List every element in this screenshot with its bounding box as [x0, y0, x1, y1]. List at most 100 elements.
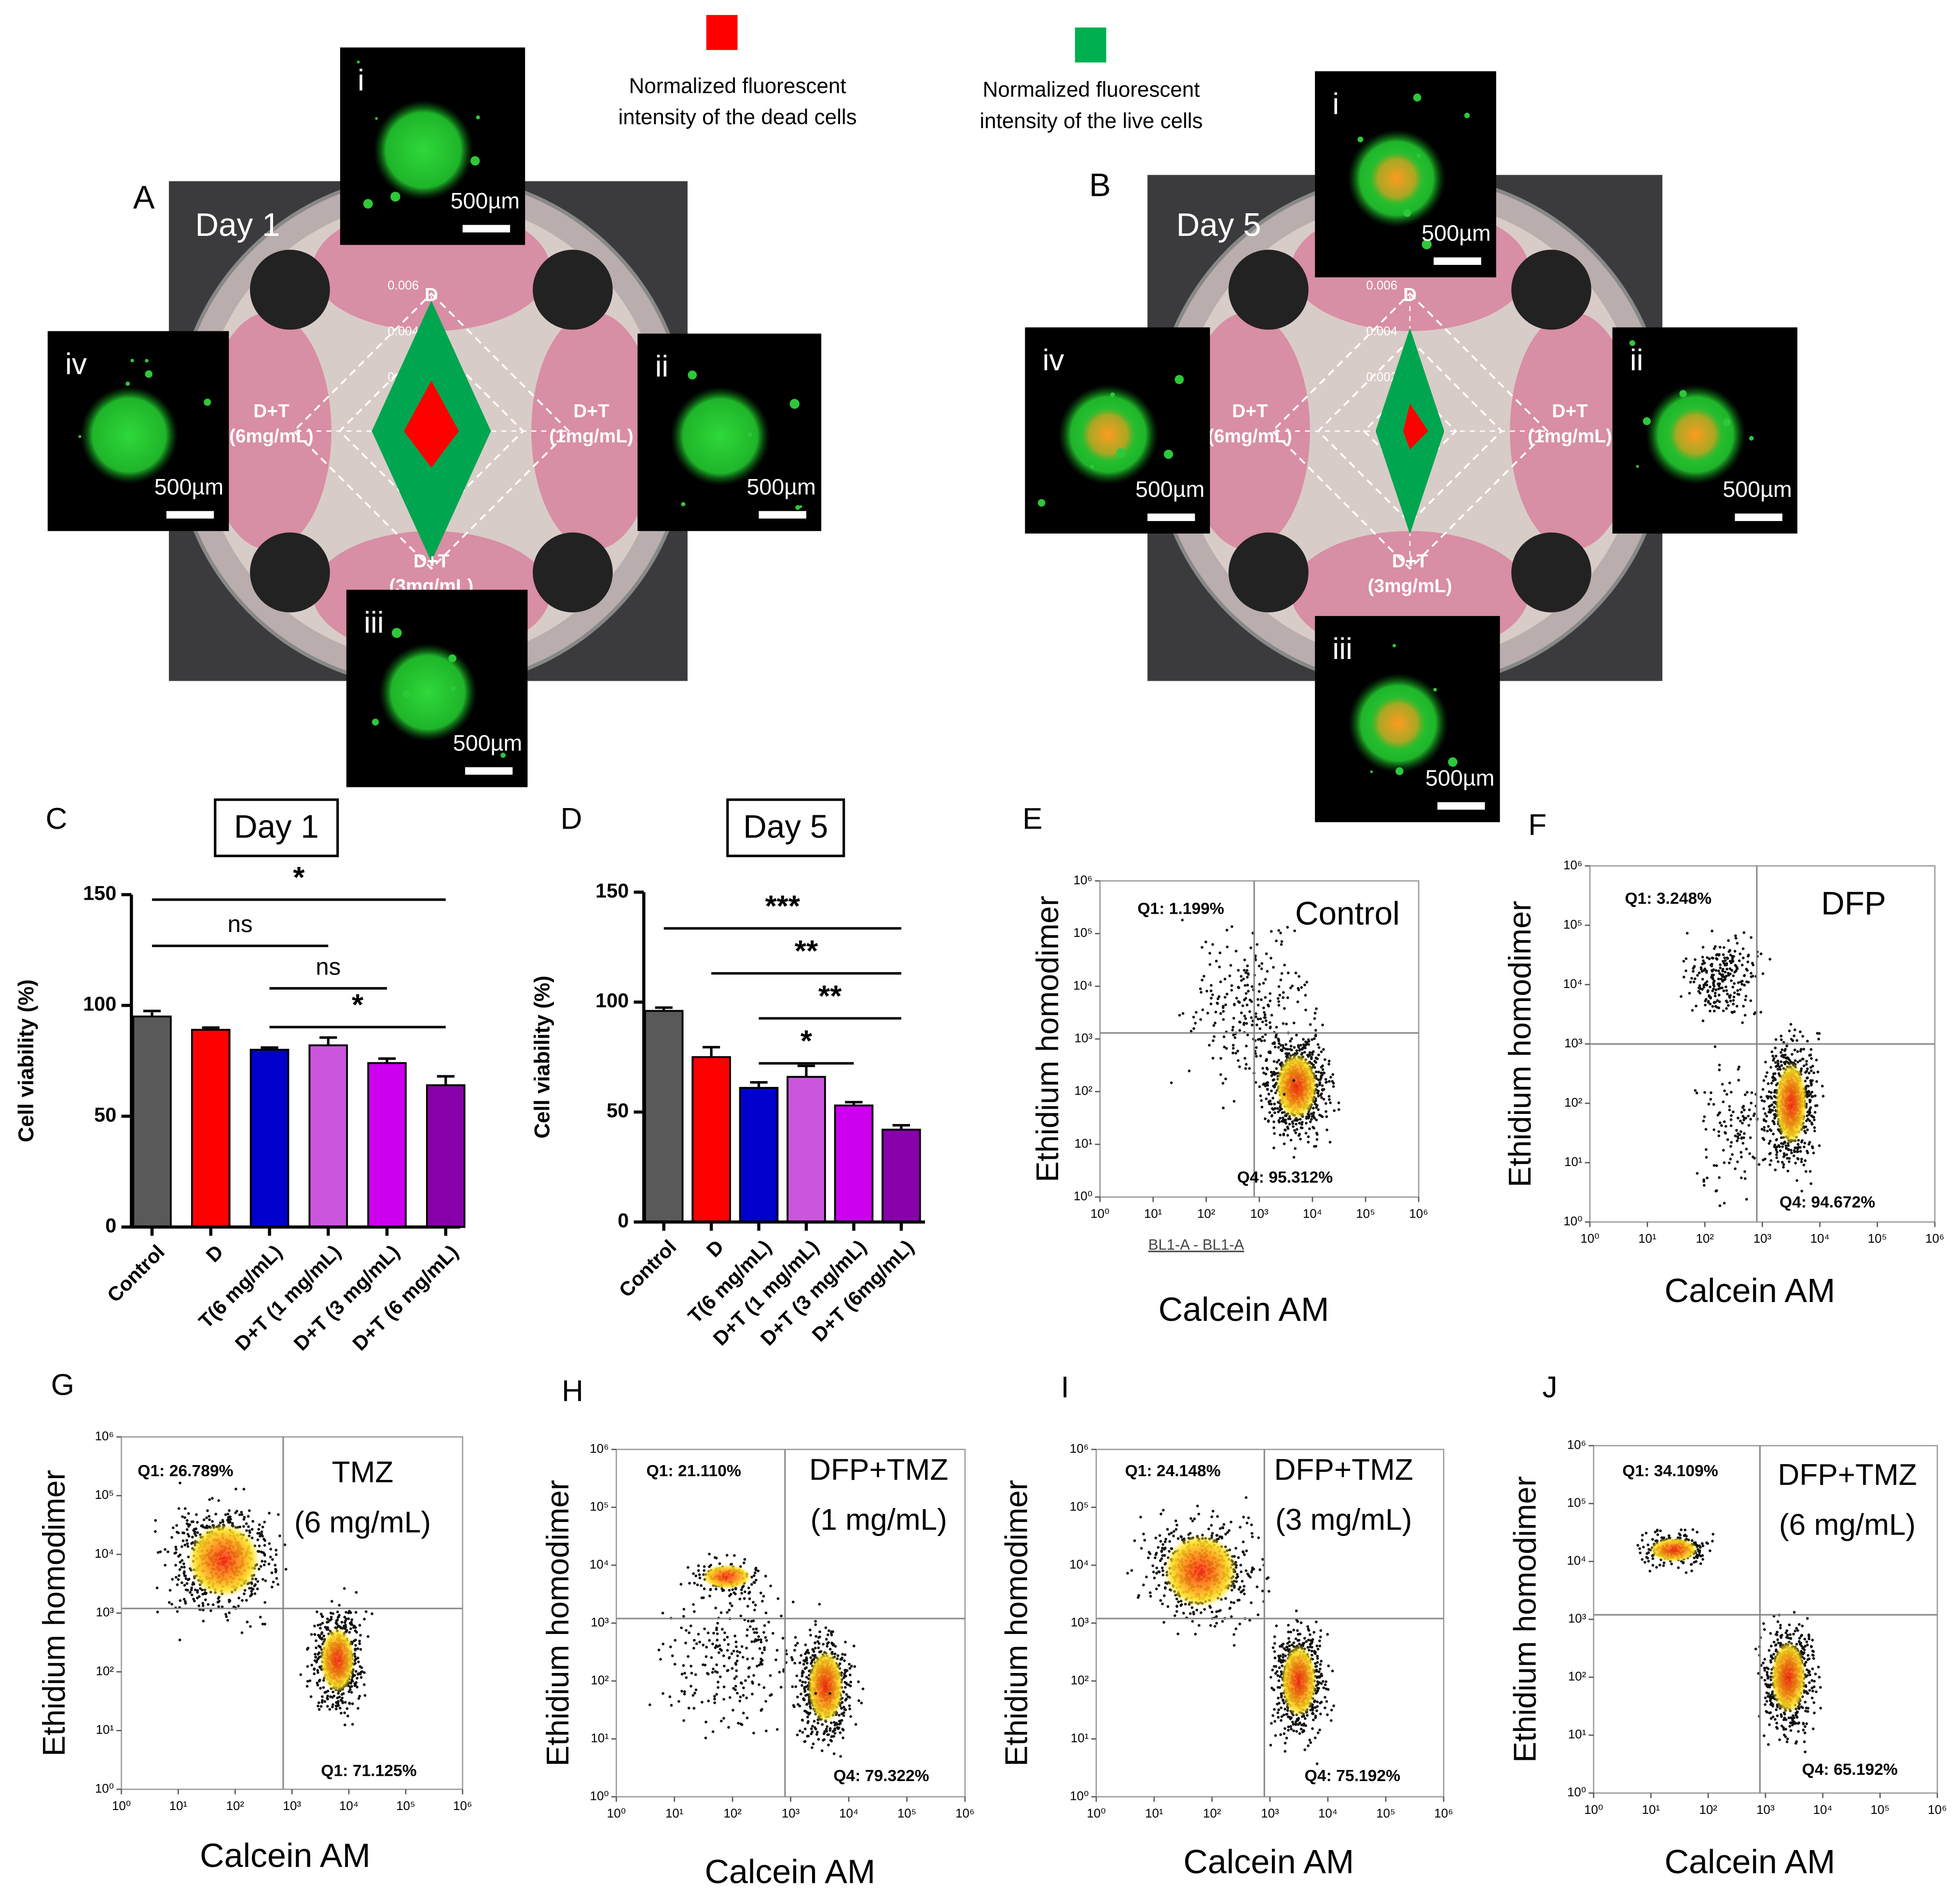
event-dot [1789, 1023, 1793, 1026]
event-dot [1750, 936, 1753, 939]
event-dot [1713, 991, 1717, 995]
wedge [250, 532, 330, 613]
event-dot [1729, 1145, 1732, 1148]
event-dot [317, 1671, 319, 1674]
event-dot [1329, 1101, 1332, 1104]
event-dot [814, 1641, 816, 1644]
event-dot [748, 1666, 751, 1669]
event-dot [1209, 1002, 1213, 1005]
event-dot [353, 1674, 356, 1677]
event-dot [1324, 1706, 1326, 1710]
event-dot [822, 1643, 825, 1646]
event-dot [355, 1591, 358, 1594]
y-tick-label: 10⁶ [1563, 859, 1582, 872]
event-dot [237, 1605, 240, 1607]
debris [1629, 340, 1635, 346]
event-dot [196, 1589, 199, 1592]
event-dot [242, 1518, 246, 1521]
event-dot [1808, 1091, 1810, 1094]
event-dot [320, 1637, 323, 1641]
event-dot [270, 1585, 274, 1589]
x-tick-label: 10⁴ [1810, 1232, 1830, 1246]
event-dot [1319, 1629, 1323, 1632]
event-dot [833, 1732, 837, 1735]
event-dot [330, 1616, 333, 1619]
event-dot [804, 1643, 807, 1646]
event-dot [1232, 1047, 1235, 1050]
event-dot [838, 1714, 841, 1717]
event-dot [840, 1658, 843, 1661]
wedge [1228, 249, 1309, 330]
event-dot [1273, 1085, 1276, 1089]
event-dot [1304, 1717, 1307, 1720]
event-dot [1214, 1021, 1217, 1025]
event-dot [1288, 1644, 1291, 1647]
event-dot [803, 1686, 806, 1689]
event-dot [1273, 1132, 1276, 1135]
legend-text: intensity of the dead cells [618, 106, 856, 129]
event-dot [1796, 1143, 1800, 1146]
event-dot [818, 1603, 821, 1606]
event-dot [1264, 978, 1267, 981]
event-dot [826, 1642, 829, 1645]
event-dot [341, 1700, 344, 1703]
event-dot [1701, 1019, 1705, 1022]
event-dot [353, 1684, 357, 1687]
event-dot [347, 1690, 350, 1693]
event-dot [740, 1723, 744, 1726]
event-dot [1767, 1125, 1770, 1128]
event-dot [1692, 980, 1696, 984]
event-dot [234, 1487, 237, 1491]
event-dot [708, 1639, 711, 1642]
event-dot [1722, 968, 1725, 971]
event-dot [184, 1574, 187, 1578]
event-dot [815, 1730, 819, 1734]
event-dot [755, 1578, 758, 1582]
event-dot [1181, 919, 1184, 921]
event-dot [1793, 1149, 1796, 1152]
event-dot [1712, 974, 1715, 976]
event-dot [808, 1712, 812, 1715]
event-dot [186, 1578, 190, 1581]
event-dot [185, 1539, 188, 1542]
significance-label: ** [795, 935, 818, 968]
y-tick-label: 10² [1075, 1084, 1093, 1098]
event-dot [711, 1730, 715, 1733]
event-dot [175, 1576, 178, 1579]
debris [403, 689, 411, 698]
event-dot [284, 1568, 288, 1571]
event-dot [753, 1581, 756, 1584]
event-dot [178, 1568, 181, 1571]
event-dot [838, 1719, 841, 1723]
radar-dead [1403, 403, 1428, 450]
event-dot [250, 1592, 253, 1595]
event-dot [760, 1651, 764, 1655]
event-dot [1766, 1071, 1769, 1074]
chart-title: Day 5 [743, 809, 828, 845]
y-tick-label: 150 [595, 879, 629, 902]
event-dot [1723, 1161, 1726, 1164]
event-dot [753, 1574, 756, 1577]
event-dot [344, 1627, 346, 1630]
event-dot [1737, 1132, 1739, 1135]
event-dot [836, 1654, 840, 1657]
event-dot [1246, 964, 1249, 967]
event-dot [1728, 949, 1732, 952]
y-tick-label: 10⁶ [95, 1429, 114, 1443]
event-dot [1795, 1039, 1798, 1042]
event-dot [793, 1661, 797, 1665]
event-dot [224, 1613, 227, 1616]
event-dot [1263, 1011, 1266, 1014]
event-dot [772, 1632, 774, 1635]
event-dot [1808, 1170, 1812, 1173]
event-dot [1730, 1091, 1733, 1094]
event-dot [1316, 1700, 1319, 1703]
event-dot [1296, 1128, 1298, 1131]
event-dot [1792, 1154, 1795, 1157]
event-dot [830, 1630, 833, 1633]
event-dot [1798, 1030, 1802, 1033]
event-dot [1739, 1151, 1743, 1154]
event-dot [1701, 977, 1704, 981]
event-dot [1219, 1012, 1222, 1015]
event-dot [1243, 958, 1246, 961]
